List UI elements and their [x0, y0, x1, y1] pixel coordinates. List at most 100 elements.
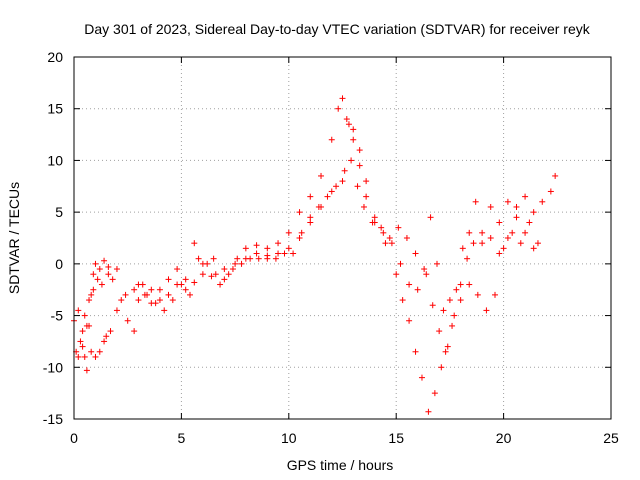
- data-point: [382, 240, 389, 247]
- data-point: [307, 193, 314, 200]
- x-tick-label: 5: [178, 430, 186, 446]
- data-point: [191, 279, 198, 286]
- data-point: [423, 271, 430, 278]
- data-point: [105, 271, 112, 278]
- x-tick-label: 0: [70, 430, 78, 446]
- y-tick-label: -15: [43, 411, 63, 427]
- data-point: [92, 353, 99, 360]
- data-point: [88, 348, 95, 355]
- data-point: [204, 260, 211, 267]
- data-point: [369, 219, 376, 226]
- data-point: [363, 178, 370, 185]
- data-point: [208, 273, 215, 280]
- axis-ticks: 0 5 10 15 20 25 -15 -10 -5 0 5 10 15 20: [43, 49, 619, 446]
- data-point: [438, 364, 445, 371]
- data-point: [406, 317, 413, 324]
- data-point: [242, 245, 249, 252]
- data-point: [77, 338, 84, 345]
- data-point: [275, 240, 282, 247]
- data-point: [459, 245, 466, 252]
- data-point: [90, 271, 97, 278]
- data-point: [397, 260, 404, 267]
- data-point: [253, 250, 260, 257]
- data-point: [350, 126, 357, 133]
- data-point: [281, 250, 288, 257]
- data-point: [451, 312, 458, 319]
- y-tick-label: 10: [47, 152, 63, 168]
- data-point: [113, 266, 120, 273]
- data-point: [356, 162, 363, 169]
- data-point: [285, 245, 292, 252]
- data-point: [363, 193, 370, 200]
- data-point: [191, 240, 198, 247]
- data-points: [71, 95, 559, 415]
- data-point: [90, 286, 97, 293]
- data-point: [315, 203, 322, 210]
- data-point: [534, 240, 541, 247]
- data-point: [96, 348, 103, 355]
- data-point: [75, 307, 82, 314]
- data-point: [290, 250, 297, 257]
- y-tick-label: -5: [51, 308, 64, 324]
- x-tick-label: 25: [603, 430, 619, 446]
- data-point: [446, 297, 453, 304]
- data-point: [504, 235, 511, 241]
- x-axis-label: GPS time / hours: [287, 457, 394, 473]
- y-tick-label: -10: [43, 359, 63, 375]
- data-point: [264, 252, 271, 259]
- data-point: [324, 193, 331, 200]
- data-point: [328, 136, 335, 143]
- data-point: [496, 250, 503, 257]
- data-point: [522, 229, 529, 236]
- data-point: [371, 214, 378, 221]
- x-tick-label: 10: [281, 430, 297, 446]
- data-point: [131, 286, 138, 293]
- data-point: [79, 343, 86, 350]
- data-point: [109, 276, 116, 283]
- x-tick-label: 15: [388, 430, 404, 446]
- data-point: [429, 302, 436, 309]
- data-point: [307, 219, 314, 226]
- data-point: [513, 214, 520, 221]
- data-point: [442, 348, 449, 355]
- grid: [74, 57, 611, 419]
- data-point: [272, 255, 279, 262]
- y-tick-label: 15: [47, 101, 63, 117]
- data-point: [275, 250, 282, 257]
- data-point: [318, 172, 325, 179]
- data-point: [513, 203, 520, 210]
- data-point: [487, 235, 494, 241]
- data-point: [210, 255, 217, 262]
- data-point: [152, 300, 159, 307]
- data-point: [83, 367, 90, 374]
- data-point: [487, 203, 494, 210]
- data-point: [161, 307, 168, 314]
- data-point: [229, 266, 236, 273]
- data-point: [234, 255, 241, 262]
- chart-title: Day 301 of 2023, Sidereal Day-to-day VTE…: [84, 21, 590, 37]
- data-point: [444, 343, 451, 350]
- data-point: [457, 297, 464, 304]
- data-point: [247, 255, 254, 262]
- data-point: [457, 281, 464, 288]
- data-point: [412, 250, 419, 257]
- data-point: [174, 266, 181, 273]
- data-point: [88, 291, 95, 298]
- data-point: [105, 263, 112, 270]
- data-point: [296, 209, 303, 216]
- data-point: [195, 255, 202, 262]
- data-point: [182, 276, 189, 283]
- data-point: [479, 240, 486, 247]
- data-point: [156, 297, 163, 304]
- data-point: [328, 188, 335, 195]
- data-point: [307, 214, 314, 221]
- plot-frame: [73, 56, 612, 420]
- data-point: [253, 242, 260, 249]
- data-point: [255, 255, 262, 262]
- data-point: [264, 245, 271, 252]
- data-point: [83, 322, 90, 329]
- data-point: [399, 297, 406, 304]
- data-point: [509, 229, 516, 236]
- data-point: [178, 281, 185, 288]
